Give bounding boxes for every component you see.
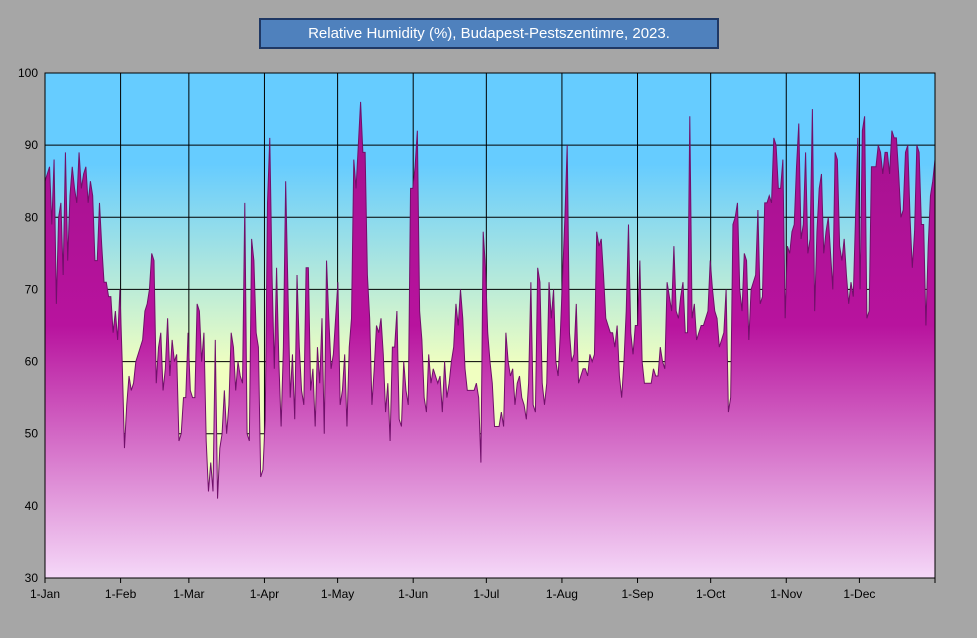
y-tick-label: 80	[25, 210, 39, 224]
x-tick-label: 1-May	[321, 587, 354, 601]
y-tick-label: 30	[25, 571, 39, 585]
x-tick-label: 1-Apr	[250, 587, 279, 601]
x-tick-label: 1-Jan	[30, 587, 60, 601]
x-tick-label: 1-Dec	[843, 587, 875, 601]
x-tick-label: 1-Aug	[546, 587, 578, 601]
x-tick-label: 1-Jul	[473, 587, 499, 601]
x-tick-label: 1-Sep	[622, 587, 654, 601]
y-tick-label: 60	[25, 355, 39, 369]
y-tick-label: 40	[25, 499, 39, 513]
plot-frame	[44, 72, 936, 579]
x-tick-label: 1-Jun	[398, 587, 428, 601]
x-tick-label: 1-Oct	[696, 587, 726, 601]
y-tick-label: 50	[25, 427, 39, 441]
y-tick-label: 100	[18, 66, 38, 80]
x-tick-label: 1-Feb	[105, 587, 137, 601]
chart-title: Relative Humidity (%), Budapest-Pestszen…	[259, 18, 719, 49]
humidity-area	[44, 101, 936, 579]
y-tick-label: 70	[25, 282, 39, 296]
x-tick-label: 1-Nov	[770, 587, 802, 601]
y-tick-label: 90	[25, 138, 39, 152]
x-tick-label: 1-Mar	[173, 587, 204, 601]
